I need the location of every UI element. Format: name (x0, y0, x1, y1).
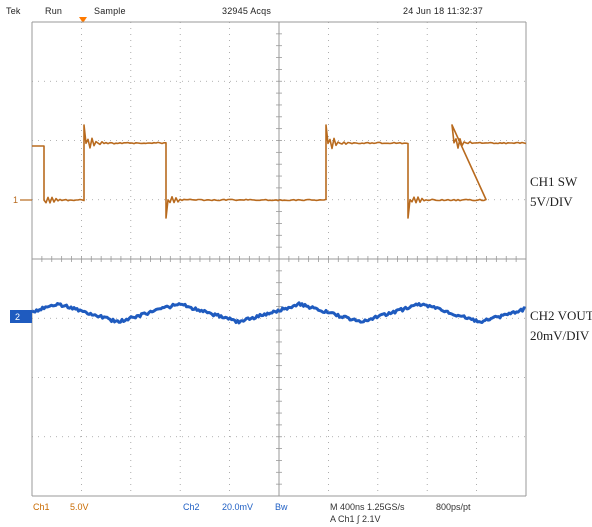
graticule (32, 22, 526, 496)
ch1-ground-text: 1 (13, 195, 18, 205)
ch2-scale-label: 20mV/DIV (530, 326, 592, 346)
ch1-readout-name: Ch1 (33, 502, 50, 512)
ch2-side-label: CH2 VOUT 20mV/DIV (530, 306, 592, 346)
ch1-readout-scale: 5.0V (70, 502, 89, 512)
ch2-ground-text: 2 (15, 312, 20, 322)
ch2-readout-scale: 20.0mV (222, 502, 253, 512)
readout-bar: Ch1 5.0V Ch2 20.0mV Bw M 400ns 1.25GS/s … (0, 496, 592, 527)
ch1-side-label: CH1 SW 5V/DIV (530, 172, 577, 212)
ch2-name-label: CH2 VOUT (530, 306, 592, 326)
ch1-name-label: CH1 SW (530, 172, 577, 192)
ch2-bandwidth-limit: Bw (275, 502, 288, 512)
ch2-ground-marker: 2 (10, 310, 32, 323)
horizontal-timebase-readout: M 400ns 1.25GS/s (330, 502, 405, 512)
ch1-scale-label: 5V/DIV (530, 192, 577, 212)
record-resolution-readout: 800ps/pt (436, 502, 471, 512)
ch1-ground-marker: 1 (13, 195, 32, 205)
trigger-readout: A Ch1 ∫ 2.1V (330, 514, 381, 524)
ch2-readout-name: Ch2 (183, 502, 200, 512)
